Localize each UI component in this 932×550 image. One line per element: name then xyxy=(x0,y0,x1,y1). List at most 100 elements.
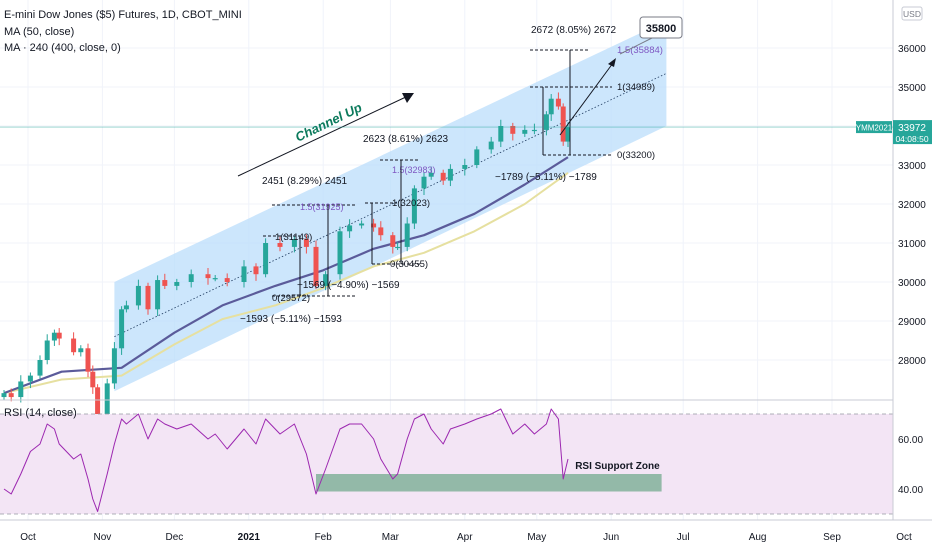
fib2-one-label: 1(32023) xyxy=(392,198,430,209)
candle-body xyxy=(313,246,319,286)
candle-body xyxy=(531,129,537,132)
candle-body xyxy=(71,338,77,353)
fib2-ext-label: 1.5(32983) xyxy=(392,165,436,175)
channel-up-arrow xyxy=(237,95,409,177)
candle-body xyxy=(224,278,230,282)
candle-body xyxy=(548,98,554,115)
candle-body xyxy=(277,243,283,247)
time-tick-label: Jul xyxy=(677,532,690,543)
channel-up xyxy=(114,20,667,392)
fib1-ext-label: 1.5(31925) xyxy=(300,202,344,212)
candle-body xyxy=(85,348,91,372)
fib2-zero-label: 0(30455) xyxy=(390,259,428,270)
candle-body xyxy=(155,280,161,310)
time-tick-label: Aug xyxy=(749,532,767,543)
candle-body xyxy=(359,223,365,226)
target-arrowhead xyxy=(608,58,616,67)
rsi-tick-label: 40.00 xyxy=(898,485,923,496)
ma240-legend[interactable]: MA · 240 (400, close, 0) xyxy=(4,42,121,54)
target-callout[interactable] xyxy=(639,16,683,39)
ticker-badge xyxy=(856,121,892,134)
channel-midline xyxy=(114,72,667,337)
candle-body xyxy=(411,188,417,224)
ma50-legend[interactable]: MA (50, close) xyxy=(4,26,75,38)
candle-body xyxy=(263,243,269,275)
candle-body xyxy=(119,309,125,349)
candle-body xyxy=(162,280,168,286)
candle-body xyxy=(421,176,427,189)
candle-body xyxy=(555,98,561,107)
rsi-support-zone-label: RSI Support Zone xyxy=(575,461,660,472)
fib3-one-label: 1(34989) xyxy=(617,82,655,93)
channel-band xyxy=(114,20,667,392)
last-price-label: 33972 xyxy=(898,123,926,134)
fib3-drop-label: −1789 (−5.11%) −1789 xyxy=(495,172,597,183)
ticker-badge-label: YMM2021 xyxy=(856,124,893,133)
candle-body xyxy=(543,114,549,130)
candle-body xyxy=(447,168,453,181)
candle-body xyxy=(56,332,62,339)
fib1-range-label: 2451 (8.29%) 2451 xyxy=(262,176,348,187)
candle-body xyxy=(303,239,309,247)
target-callout-label: 35800 xyxy=(646,23,677,35)
candle-body xyxy=(135,285,141,306)
candle-body xyxy=(123,305,129,310)
time-tick-label: Oct xyxy=(20,532,36,543)
candle-body xyxy=(522,129,528,134)
currency-label: USD xyxy=(903,9,921,19)
time-axis-bg xyxy=(0,520,893,550)
candle-body xyxy=(145,285,151,310)
candle-body xyxy=(51,332,57,341)
fib1-one-label: 1(31149) xyxy=(275,232,312,243)
price-tick-label: 36000 xyxy=(898,44,926,55)
time-tick-label: Dec xyxy=(166,532,184,543)
candle-body xyxy=(428,172,434,177)
time-tick-label: Jun xyxy=(603,532,619,543)
candle-body xyxy=(212,278,218,280)
currency-chip[interactable] xyxy=(901,6,923,21)
fib3-ext-label: 1.5(35884) xyxy=(617,45,663,56)
candle-body xyxy=(44,340,50,360)
rsi-legend[interactable]: RSI (14, close) xyxy=(4,407,77,419)
target-arrow xyxy=(559,62,614,136)
price-axis-bg xyxy=(893,0,932,550)
symbol-title: E-mini Dow Jones ($5) Futures, 1D, CBOT_… xyxy=(4,9,242,21)
fib1-zero-label: 0(29572) xyxy=(272,293,310,304)
candle-body xyxy=(1,393,7,398)
candle-body xyxy=(440,172,446,181)
candle-body xyxy=(27,375,33,382)
candle-body xyxy=(174,282,180,286)
time-tick-label: Sep xyxy=(823,532,841,543)
candle-body xyxy=(291,239,297,247)
time-tick-label: Feb xyxy=(315,532,333,543)
candle-body xyxy=(90,371,96,388)
candle-body xyxy=(104,383,110,419)
fib3-range-label: 2672 (8.05%) 2672 xyxy=(531,25,617,36)
time-tick-label: Oct xyxy=(896,532,912,543)
countdown-label: 04:08:50 xyxy=(895,134,928,144)
moving-averages xyxy=(3,156,569,395)
channel-up-arrowhead xyxy=(402,93,414,103)
fib2-drop-label: −1569 (−4.90%) −1569 xyxy=(297,280,400,291)
rsi-support-zone xyxy=(316,474,662,492)
rsi-line xyxy=(3,408,569,512)
candle-body xyxy=(241,266,247,282)
candle-body xyxy=(510,126,516,134)
candle-body xyxy=(337,231,343,275)
target-callout-pointer xyxy=(619,37,653,55)
candle-body xyxy=(462,165,468,169)
ma240-line xyxy=(3,171,569,395)
candle-body xyxy=(78,348,84,353)
price-tick-label: 29000 xyxy=(898,317,926,328)
candle-body xyxy=(18,381,24,398)
candle-body xyxy=(37,360,43,376)
time-tick-label: May xyxy=(527,532,546,543)
time-tick-label: Nov xyxy=(94,532,112,543)
candle-body xyxy=(253,266,259,275)
price-tick-label: 33000 xyxy=(898,161,926,172)
candle-body xyxy=(498,126,504,142)
candle-body xyxy=(347,225,353,232)
